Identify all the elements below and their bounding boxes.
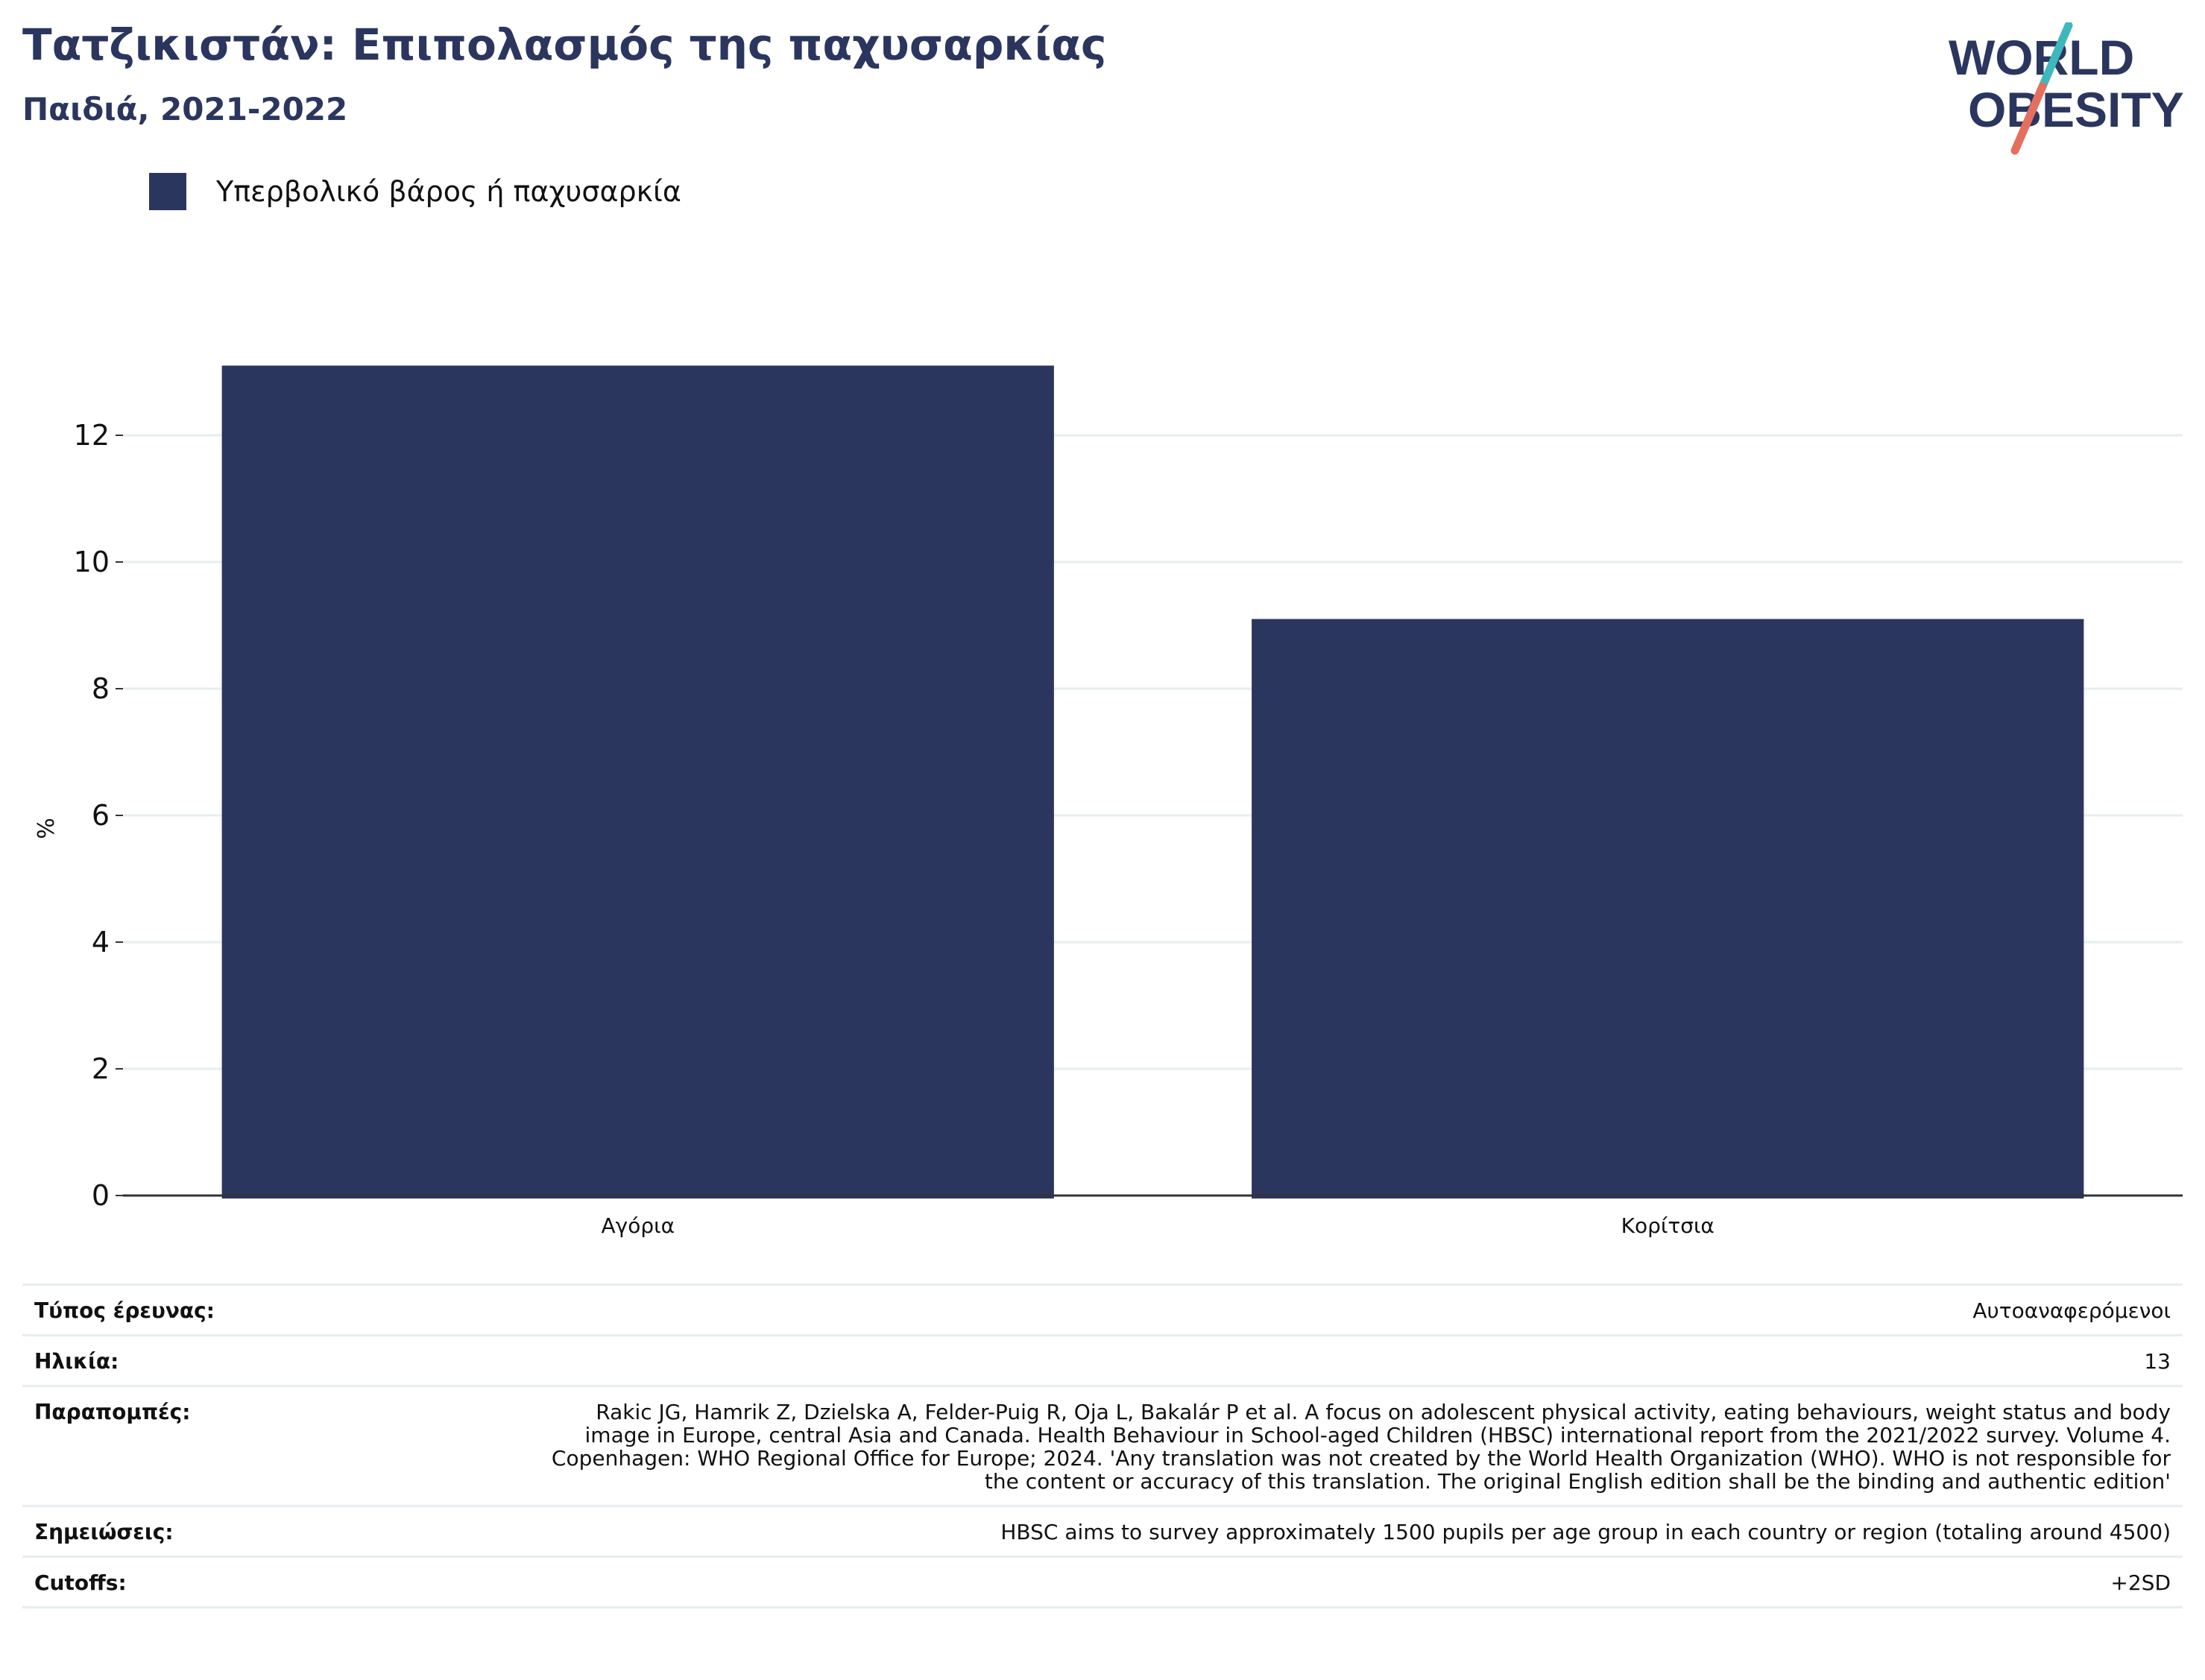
info-row-survey-type: Τύπος έρευνας: Αυτοαναφερόμενοι — [22, 1286, 2183, 1336]
y-axis-label: % — [34, 818, 60, 839]
legend-swatch — [149, 173, 186, 210]
logo-slash-coral — [2010, 82, 2047, 155]
info-key: Τύπος έρευνας: — [34, 1298, 215, 1323]
y-tick-label: 4 — [92, 926, 110, 959]
info-value: +2SD — [2110, 1570, 2171, 1595]
y-tick-label: 12 — [74, 419, 110, 452]
info-row-references: Παραπομπές: Rakic JG, Hamrik Z, Dzielska… — [22, 1387, 2183, 1507]
y-tick-label: 10 — [74, 546, 110, 578]
y-tick-label: 2 — [92, 1052, 110, 1085]
info-row-cutoffs: Cutoffs: +2SD — [22, 1558, 2183, 1608]
info-row-notes: Σημειώσεις: HBSC aims to survey approxim… — [22, 1507, 2183, 1558]
bar-chart: 0 2 4 6 8 10 12 Αγόρια Κορίτσια% — [34, 365, 2183, 1238]
info-value: 13 — [2144, 1349, 2171, 1374]
info-key: Παραπομπές: — [34, 1400, 191, 1424]
info-value: HBSC aims to survey approximately 1500 p… — [1000, 1520, 2171, 1544]
world-obesity-logo: WORLD OBESITY — [1949, 22, 2184, 155]
info-value: Rakic JG, Hamrik Z, Dzielska A, Felder-P… — [551, 1400, 2171, 1494]
bar-boys — [221, 365, 1054, 1199]
info-table: Τύπος έρευνας: Αυτοαναφερόμενοι Ηλικία: … — [22, 1283, 2183, 1608]
chart-subtitle: Παιδιά, 2021-2022 — [22, 91, 348, 127]
x-tick-label: Κορίτσια — [1621, 1213, 1715, 1238]
y-tick-label: 6 — [92, 799, 110, 832]
y-tick-label: 8 — [92, 672, 110, 705]
chart-legend: Υπερβολικό βάρος ή παχυσαρκία — [149, 173, 681, 210]
info-key: Σημειώσεις: — [34, 1520, 174, 1544]
info-value: Αυτοαναφερόμενοι — [1972, 1298, 2171, 1323]
bar-girls — [1252, 619, 2084, 1199]
info-key: Ηλικία: — [34, 1349, 119, 1374]
logo-word-obesity: OBESITY — [1968, 82, 2184, 137]
logo-slash-teal — [2038, 22, 2073, 91]
info-key: Cutoffs: — [34, 1570, 127, 1595]
chart-title: Τατζικιστάν: Επιπολασμός της παχυσαρκίας — [22, 19, 1107, 70]
logo-word-world: WORLD — [1949, 30, 2134, 85]
legend-label: Υπερβολικό βάρος ή παχυσαρκία — [216, 175, 681, 208]
info-row-age: Ηλικία: 13 — [22, 1336, 2183, 1387]
x-tick-label: Αγόρια — [601, 1213, 675, 1238]
y-tick-label: 0 — [92, 1179, 110, 1212]
